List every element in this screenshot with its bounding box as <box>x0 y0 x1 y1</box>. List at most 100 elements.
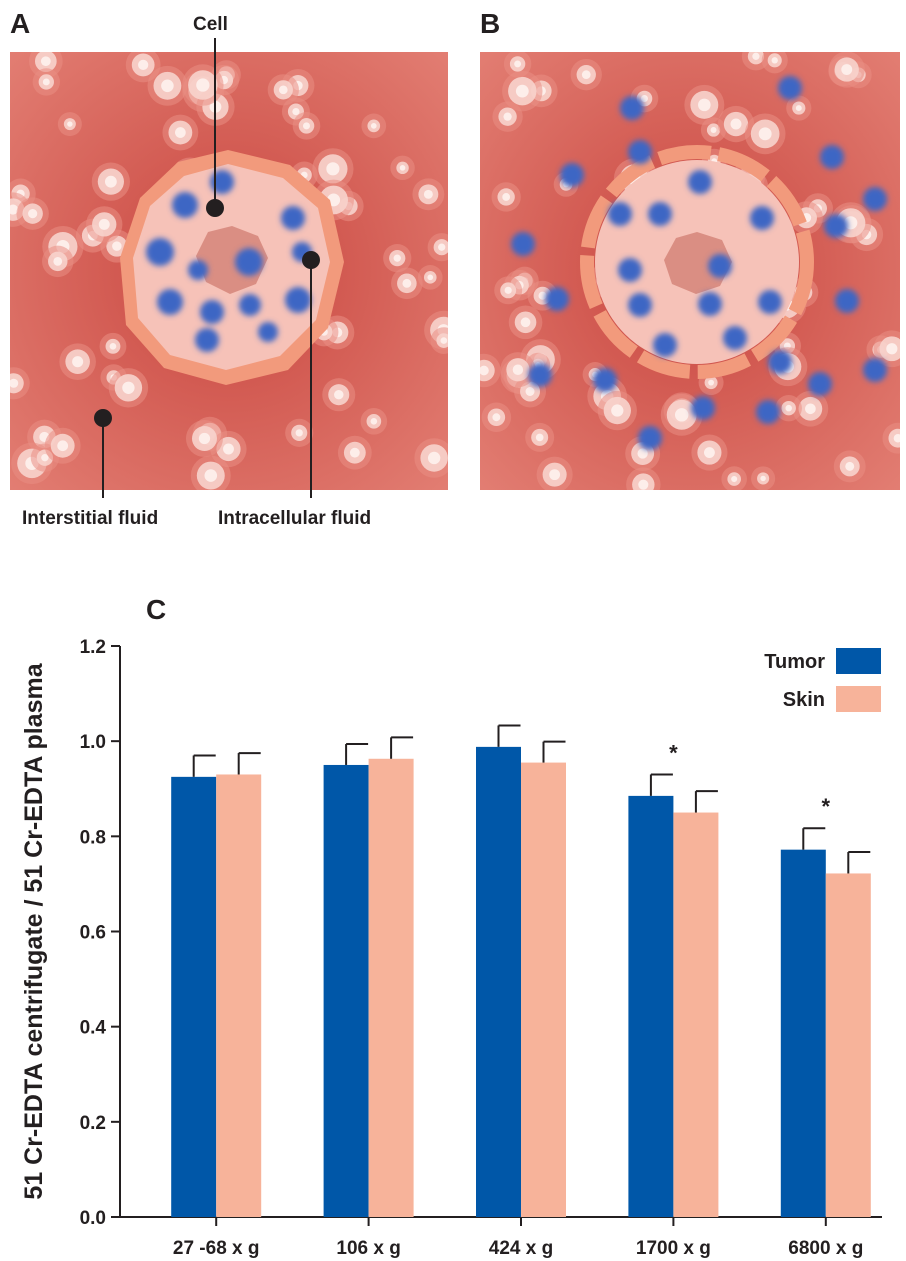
vesicle-core <box>785 404 792 412</box>
vesicle-core <box>549 469 561 481</box>
panel-c-letter: C <box>146 594 167 625</box>
vesicle-core <box>538 291 547 300</box>
marker-molecule <box>258 322 278 342</box>
vesicle-core <box>41 454 49 462</box>
vesicle-core <box>520 317 531 328</box>
marker-molecule <box>648 202 672 226</box>
marker-molecule <box>620 96 644 120</box>
vesicle-core <box>886 343 898 355</box>
bar-tumor <box>780 849 826 1217</box>
marker-molecule <box>808 372 832 396</box>
vesicle-core <box>423 189 433 199</box>
vesicle-core <box>730 118 742 130</box>
significance-marker: * <box>822 794 831 819</box>
vesicle-core <box>10 204 19 215</box>
vesicle-core <box>708 379 715 386</box>
vesicle-core <box>503 112 512 121</box>
vesicle-core <box>703 447 715 458</box>
marker-molecule <box>638 426 662 450</box>
vesicle-core <box>399 165 406 171</box>
vesicle-core <box>480 365 489 376</box>
vesicle-core <box>427 451 441 465</box>
vesicle-core <box>334 389 344 400</box>
y-tick-label: 0.2 <box>80 1113 106 1134</box>
vesicle-core <box>393 254 401 262</box>
vesicle-core <box>292 107 300 116</box>
intracellular-markers <box>146 170 312 352</box>
cell <box>120 150 344 385</box>
vesicle-core <box>710 127 717 134</box>
x-tick-label: 6800 x g <box>788 1238 863 1259</box>
tissue-vesicles <box>480 52 900 490</box>
vesicle-core <box>112 241 122 251</box>
interstitial-callout-dot <box>94 409 112 427</box>
vesicle-core <box>295 429 303 437</box>
bar-skin <box>216 774 262 1217</box>
vesicle-core <box>175 127 186 138</box>
marker-molecule <box>608 202 632 226</box>
marker-molecule <box>835 289 859 313</box>
vesicle-core <box>98 218 110 230</box>
marker-molecule <box>200 300 224 324</box>
vesicle-core <box>795 105 802 112</box>
bar-tumor <box>476 746 521 1217</box>
vesicle-core <box>196 78 210 92</box>
y-tick-label: 0.6 <box>80 923 106 944</box>
x-tick-label: 106 x g <box>336 1238 400 1259</box>
marker-molecule <box>691 396 715 420</box>
marker-molecule <box>863 358 887 382</box>
vesicle-core <box>204 469 218 482</box>
vesicle-core <box>122 381 135 394</box>
vesicle-core <box>512 364 524 375</box>
vesicle-core <box>504 286 512 294</box>
marker-molecule <box>863 187 887 211</box>
vesicle-core <box>440 337 448 344</box>
x-tick-label: 1700 x g <box>636 1238 711 1259</box>
legend-label-tumor: Tumor <box>764 651 825 673</box>
marker-molecule <box>235 248 263 276</box>
vesicle-core <box>278 85 288 95</box>
vesicle-core <box>771 57 778 64</box>
vesicle-core <box>731 475 738 483</box>
vesicle-core <box>10 378 19 388</box>
vesicle-core <box>198 432 211 445</box>
y-tick-label: 1.2 <box>80 637 106 658</box>
interstitial-fluid-label: Interstitial fluid <box>22 508 159 529</box>
bar-skin <box>673 812 719 1217</box>
bar-tumor <box>628 795 674 1217</box>
vesicle-core <box>161 79 174 93</box>
marker-molecule <box>758 290 782 314</box>
vesicle-core <box>638 479 649 490</box>
vesicle-core <box>302 122 310 130</box>
vesicle-core <box>492 413 501 422</box>
legend-label-skin: Skin <box>783 689 825 711</box>
x-tick-label: 27 -68 x g <box>173 1238 260 1259</box>
marker-molecule <box>285 287 311 313</box>
bar-skin <box>825 873 871 1217</box>
vesicle-core <box>28 209 38 219</box>
vesicle-core <box>326 162 340 176</box>
marker-molecule <box>239 294 261 316</box>
vesicle-core <box>402 278 412 288</box>
vesicle-core <box>57 440 69 452</box>
vesicle-core <box>805 403 816 415</box>
marker-molecule <box>723 326 747 350</box>
vesicle-core <box>138 59 149 71</box>
cell-nucleus <box>664 232 732 294</box>
vesicle-core <box>640 95 648 103</box>
vesicle-core <box>370 418 378 425</box>
bar-tumor <box>323 764 369 1217</box>
marker-molecule <box>628 293 652 317</box>
marker-molecule <box>511 232 535 256</box>
significance-marker: * <box>669 740 678 765</box>
vesicle-core <box>581 70 591 80</box>
vesicle-core <box>637 448 648 459</box>
vesicle-core <box>53 256 63 266</box>
marker-molecule <box>768 350 792 374</box>
vesicle-core <box>502 193 511 201</box>
vesicle-core <box>223 443 234 455</box>
vesicle-core <box>438 243 446 251</box>
legend-swatch-tumor <box>836 648 881 674</box>
vesicle-core <box>40 56 51 67</box>
